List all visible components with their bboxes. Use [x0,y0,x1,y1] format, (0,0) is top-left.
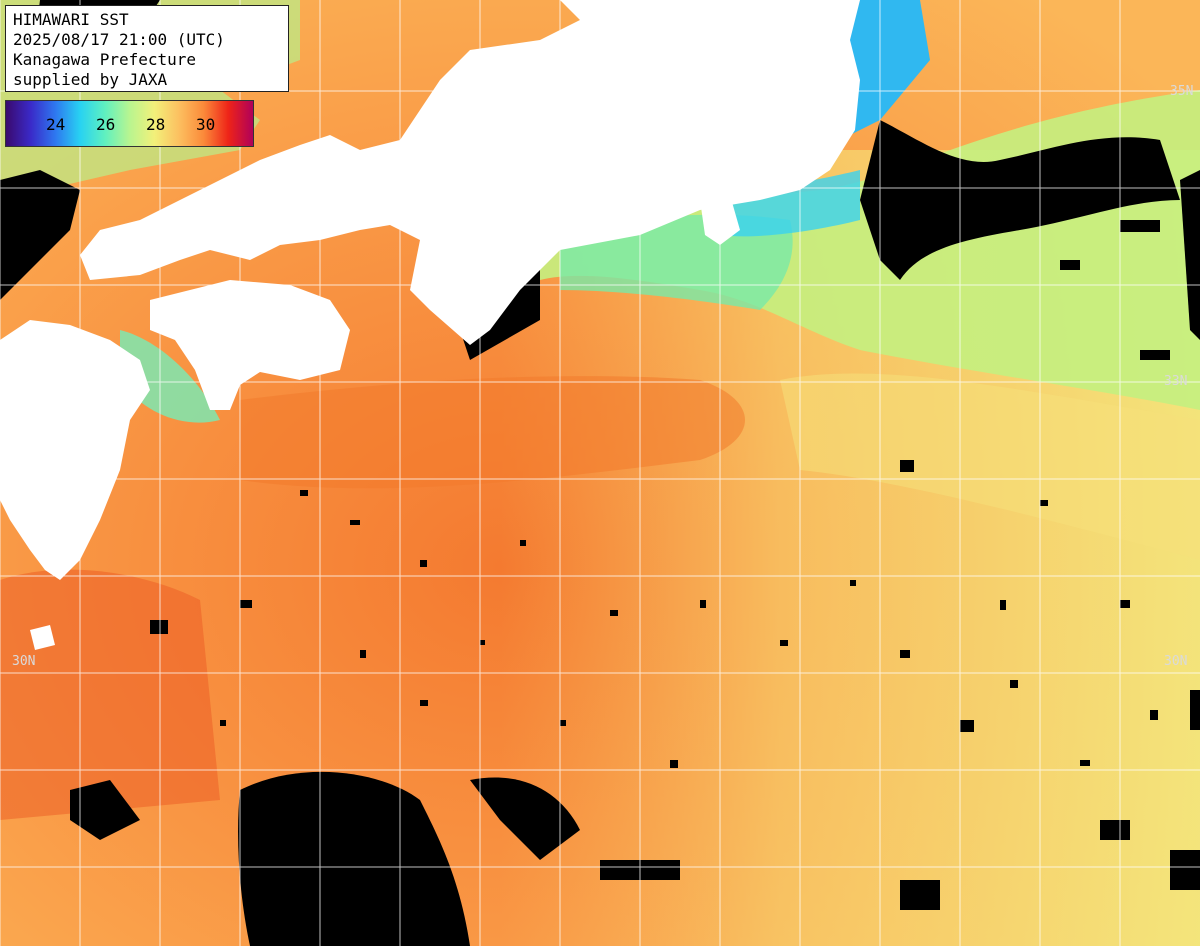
sea-cold-coast [700,170,860,237]
nodata-east-strip [1180,170,1200,340]
timestamp: 2025/08/17 21:00 (UTC) [13,30,225,49]
land-kyushu [0,320,150,580]
land-island-south [30,625,55,650]
nodata-speckles [150,220,1200,910]
nodata-southwest [70,780,140,840]
colorbar-tick-26: 26 [96,115,116,134]
land-shikoku [150,280,350,410]
colorbar-tick-30: 30 [196,115,216,134]
region-name: Kanagawa Prefecture [13,50,197,69]
temperature-colorbar: 24 26 28 30 [5,100,254,147]
lat-label-35n-right: 35N [1170,84,1194,99]
nodata-northeast [860,120,1180,280]
data-credit: supplied by JAXA [13,70,168,89]
sea-yellow-band [780,373,1200,560]
nodata-northwest [0,170,80,300]
land-honshu [80,0,860,345]
sea-warm-band [240,376,745,489]
sea-cool-strait [120,330,220,423]
info-box: HIMAWARI SST 2025/08/17 21:00 (UTC) Kana… [5,5,289,92]
colorbar-tick-28: 28 [146,115,166,134]
product-title: HIMAWARI SST [13,10,129,29]
nodata-south-center [238,771,470,946]
nodata-south-band [470,777,580,860]
lat-label-30n-left: 30N [12,654,36,669]
lat-label-33n-right: 33N [1164,374,1188,389]
lat-label-30n-right: 30N [1164,654,1188,669]
colorbar-tick-24: 24 [46,115,66,134]
